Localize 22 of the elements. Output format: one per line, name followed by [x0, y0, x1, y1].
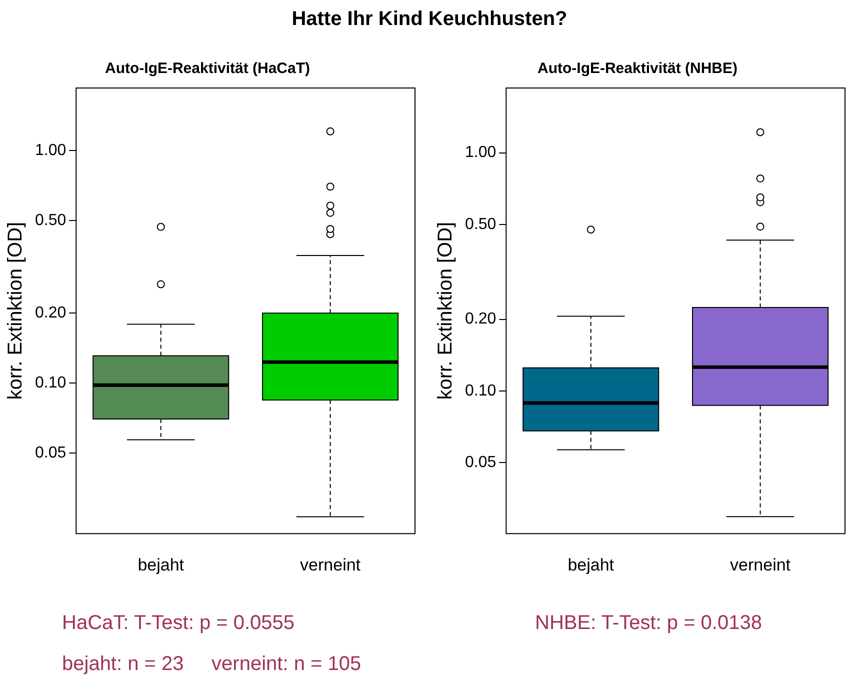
- y-tick-label: 0.20: [465, 310, 496, 328]
- y-tick-label: 0.10: [465, 382, 496, 400]
- text: HaCaT: T-Test: p = 0.0555: [62, 612, 296, 635]
- x-tick-label: verneint: [730, 555, 791, 574]
- x-tick-label: verneint: [300, 555, 361, 574]
- y-tick-label: 0.20: [35, 304, 66, 322]
- text: bejaht: n = 23 verneint: n = 105: [62, 653, 362, 676]
- x-tick-label: bejaht: [568, 555, 614, 574]
- y-axis-title: korr. Extinktion [OD]: [434, 222, 457, 400]
- y-tick-label: 0.05: [35, 444, 66, 462]
- x-tick-label: bejaht: [138, 555, 184, 574]
- y-axis-title: korr. Extinktion [OD]: [4, 222, 27, 400]
- y-tick-label: 0.50: [465, 216, 496, 233]
- chart-subtitle: Auto-IgE-Reaktivität (HaCaT): [104, 60, 310, 78]
- y-tick-label: 0.50: [35, 212, 66, 230]
- chart-title: Auto-IgE-Reaktivität (NHBE): [537, 60, 738, 78]
- chart-title: Hatte Ihr Kind Keuchhusten?: [290, 8, 568, 31]
- y-tick-label: 0.05: [465, 454, 496, 472]
- y-tick-label: 0.10: [35, 374, 66, 392]
- text: NHBE: T-Test: p = 0.0138: [535, 612, 762, 635]
- y-tick-label: 1.00: [35, 142, 66, 160]
- y-tick-label: 1.00: [465, 144, 496, 162]
